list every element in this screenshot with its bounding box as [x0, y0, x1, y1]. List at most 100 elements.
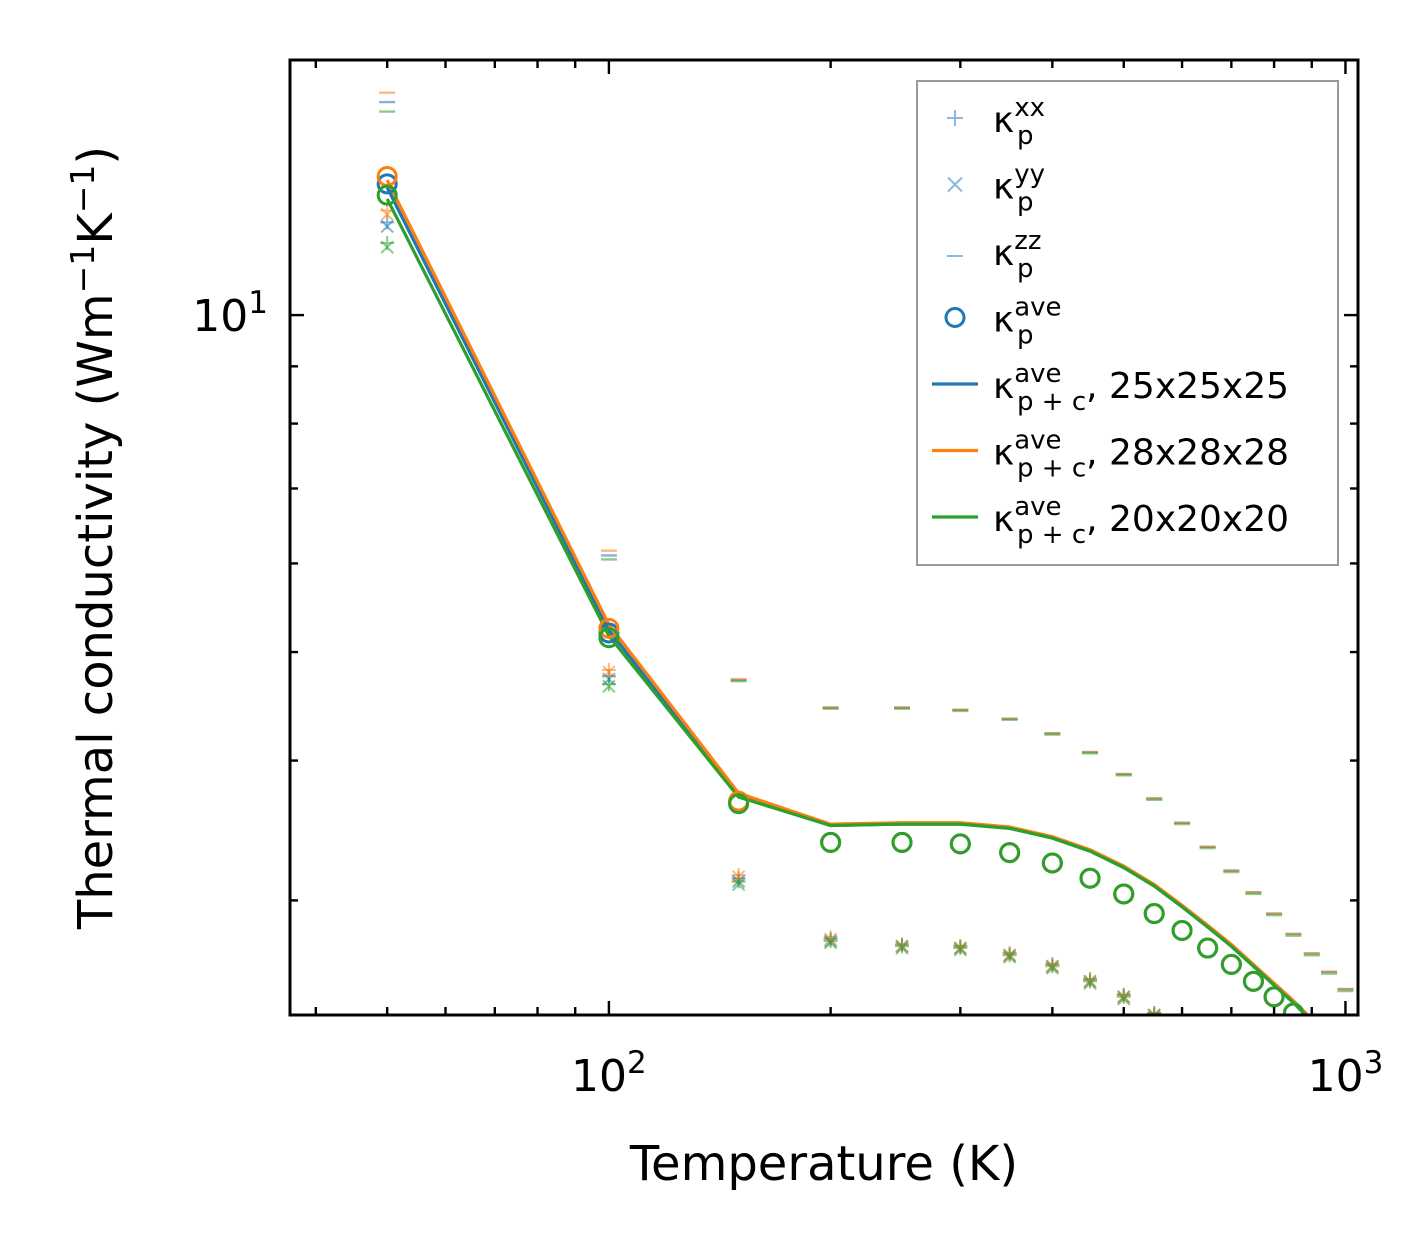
data-point-kp_yy_orange-50 — [380, 207, 394, 222]
data-point-kp_xx_blue-900 — [1305, 1113, 1319, 1127]
legend-entry-2: κzz p — [947, 226, 1042, 284]
data-point-kp_xx_green-550 — [1147, 1008, 1162, 1015]
data-point-kp_yy_orange-800 — [1268, 1089, 1280, 1101]
data-point-kp_yy_green-750 — [1247, 1077, 1259, 1089]
data-point-kp_xx_orange-900 — [1305, 1113, 1319, 1127]
data-point-kp_xx_orange-950 — [1322, 1126, 1336, 1140]
data-point-kp_yy_blue-50 — [380, 219, 394, 234]
series-line-kpc_ave_20 — [385, 198, 1308, 1015]
data-point-kp_xx_green-1000 — [1338, 1142, 1352, 1156]
x-tick-label-100: 102 — [571, 1045, 647, 1102]
data-point-kp_ave_green-250 — [891, 831, 913, 853]
legend-label: κave p + c, 25x25x25 — [993, 359, 1289, 417]
data-point-kp_yy_blue-850 — [1287, 1104, 1299, 1116]
legend-entry-5: κave p + c, 28x28x28 — [932, 426, 1289, 484]
data-point-kp_yy_green-600 — [1176, 1028, 1188, 1040]
data-point-kp_ave_green-200 — [820, 831, 842, 853]
data-point-kp_yy_green-500 — [1117, 992, 1131, 1006]
data-point-kp_xx_orange-850 — [1286, 1100, 1300, 1114]
data-point-kp_yy_blue-750 — [1247, 1075, 1259, 1087]
data-point-kp_yy_green-550 — [1147, 1010, 1161, 1015]
data-point-kp_yy_green-850 — [1287, 1106, 1299, 1118]
legend-entry-3: κave p — [944, 293, 1062, 351]
legend-label: κzz p — [993, 226, 1042, 284]
data-point-kp_ave_green-850 — [1282, 1002, 1304, 1015]
data-point-kp_yy_green-900 — [1306, 1119, 1318, 1131]
data-point-kp_ave_orange-900 — [1303, 1021, 1321, 1039]
data-point-kp_ave_green-750 — [1242, 970, 1264, 992]
data-point-kp_yy_green-700 — [1225, 1061, 1237, 1073]
data-point-kp_yy_orange-450 — [1083, 974, 1097, 989]
data-point-kp_xx_blue-600 — [1175, 1023, 1189, 1037]
data-point-kp_yy_orange-750 — [1247, 1075, 1259, 1087]
data-point-kp_ave_green-800 — [1263, 986, 1285, 1008]
data-point-kp_yy_blue-1000 — [1339, 1143, 1351, 1155]
legend-marker-plus — [947, 110, 963, 126]
data-point-kp_xx_orange-1000 — [1338, 1139, 1352, 1153]
data-point-kp_xx_green-850 — [1286, 1103, 1300, 1117]
data-point-kp_yy_orange-350 — [1002, 948, 1017, 962]
legend-label: κyy p — [993, 160, 1045, 218]
data-point-kp_yy_orange-600 — [1176, 1026, 1188, 1038]
data-point-kp_xx_green-750 — [1246, 1074, 1260, 1088]
data-point-kp_xx_green-650 — [1201, 1042, 1215, 1056]
data-point-kp_ave_orange-100 — [598, 617, 620, 639]
axis-ticks — [290, 60, 1358, 1015]
legend-marker-x — [947, 176, 963, 193]
data-point-kp_yy_blue-800 — [1268, 1089, 1280, 1101]
data-point-kp_xx_orange-100 — [601, 662, 616, 677]
plot-frame — [288, 58, 1360, 1017]
tick-labels: 102 103 101 — [192, 285, 1383, 1102]
data-point-kp_yy_orange-850 — [1287, 1104, 1299, 1116]
data-point-kp_xx_blue-1000 — [1338, 1139, 1352, 1153]
data-point-kp_yy_orange-250 — [895, 939, 909, 953]
data-point-kp_yy_green-950 — [1323, 1132, 1335, 1144]
y-tick-label-10: 101 — [192, 285, 268, 342]
data-point-kp_xx_green-600 — [1175, 1025, 1189, 1039]
data-point-kp_ave_green-500 — [1113, 883, 1135, 905]
data-point-kp_yy_green-200 — [823, 935, 838, 950]
data-point-kp_xx_blue-650 — [1201, 1040, 1215, 1054]
legend-label: κave p + c, 28x28x28 — [993, 426, 1289, 484]
data-point-kp_yy_blue-650 — [1202, 1043, 1214, 1055]
data-point-kp_yy_orange-1000 — [1339, 1143, 1351, 1155]
data-point-kp_yy_blue-150 — [731, 874, 746, 889]
data-point-kp_ave_green-300 — [949, 833, 971, 855]
legend-label: κave p — [993, 293, 1062, 351]
data-point-kp_yy_blue-600 — [1176, 1026, 1188, 1038]
data-point-kp_yy_green-400 — [1045, 961, 1060, 975]
data-point-kp_xx_blue-850 — [1286, 1100, 1300, 1114]
data-point-kp_yy_blue-900 — [1306, 1116, 1318, 1128]
data-point-kp_xx_green-950 — [1322, 1128, 1336, 1142]
x-axis-label: Temperature (K) — [629, 1136, 1018, 1192]
legend-entry-0: κxx p — [947, 93, 1045, 151]
data-point-kp_yy_green-350 — [1002, 950, 1017, 964]
data-point-kp_ave_green-50 — [376, 184, 398, 206]
data-point-kp_yy_orange-400 — [1045, 959, 1060, 973]
data-point-kp_yy_orange-550 — [1147, 1008, 1161, 1015]
legend-entry-1: κyy p — [947, 160, 1045, 218]
legend-label: κxx p — [993, 93, 1045, 151]
data-point-kp_xx_blue-800 — [1267, 1086, 1281, 1100]
data-point-kp_xx_orange-700 — [1224, 1055, 1238, 1069]
data-point-kp_xx_blue-700 — [1224, 1055, 1238, 1069]
data-point-kp_yy_green-250 — [895, 941, 909, 955]
data-point-kp_yy_orange-900 — [1306, 1116, 1318, 1128]
data-point-kp_ave_blue-900 — [1303, 1021, 1321, 1039]
x-tick-label-1000: 103 — [1308, 1045, 1384, 1102]
data-point-kp_xx_green-700 — [1224, 1058, 1238, 1072]
data-point-kp_ave_green-900 — [1303, 1021, 1321, 1039]
legend-entry-6: κave p + c, 20x20x20 — [932, 492, 1289, 550]
legend-entry-4: κave p + c, 25x25x25 — [932, 359, 1289, 417]
data-point-kp_yy_green-100 — [602, 679, 616, 694]
data-point-kp_yy_green-1000 — [1339, 1145, 1351, 1157]
y-axis-label: Thermal conductivity (Wm−1K−1) — [63, 146, 124, 930]
data-point-kp_yy_orange-500 — [1117, 990, 1131, 1004]
data-point-kp_ave_green-100 — [598, 627, 620, 649]
data-point-kp_xx_orange-800 — [1267, 1086, 1281, 1100]
data-point-kp_xx_orange-650 — [1201, 1040, 1215, 1054]
data-point-kp_ave_green-600 — [1171, 919, 1193, 941]
data-point-kp_yy_green-800 — [1268, 1092, 1280, 1104]
data-point-kp_ave_green-400 — [1041, 852, 1063, 874]
